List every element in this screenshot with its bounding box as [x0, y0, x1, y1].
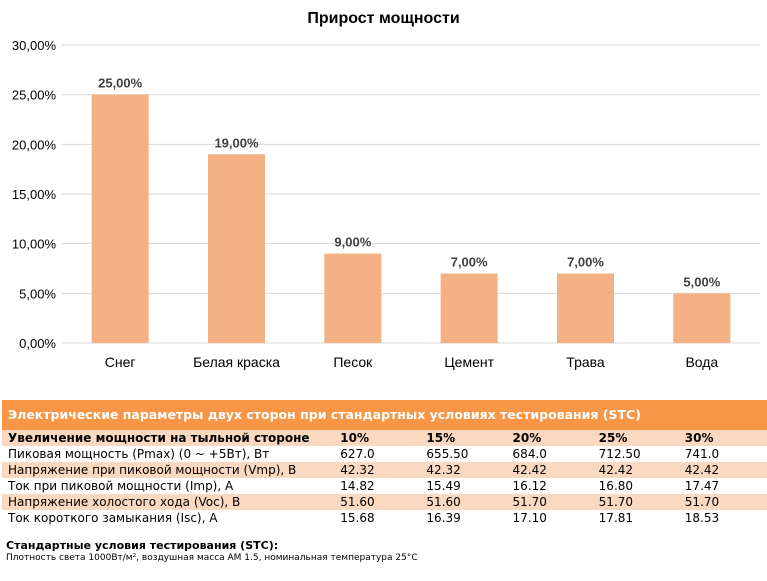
table-cell: 42.32	[336, 462, 423, 478]
y-tick-label: 15,00%	[12, 187, 57, 202]
y-tick-label: 0,00%	[19, 336, 56, 351]
table-cell: 17.47	[680, 478, 767, 494]
x-tick-label: Трава	[566, 354, 605, 370]
table-cell: 42.42	[594, 462, 681, 478]
row-label: Ток при пиковой мощности (Imp), А	[2, 478, 337, 494]
table-cell: 16.80	[594, 478, 681, 494]
stc-parameters-table: Электрические параметры двух сторон при …	[2, 400, 767, 526]
x-tick-label: Цемент	[444, 354, 494, 370]
bar	[440, 273, 498, 343]
y-tick-label: 25,00%	[12, 88, 57, 103]
table-cell: 42.42	[508, 462, 595, 478]
table-cell: 15.68	[336, 510, 423, 526]
bar	[557, 273, 614, 343]
table-title-row: Электрические параметры двух сторон при …	[2, 400, 767, 430]
bar-chart: 0,00% 5,00% 10,00% 15,00% 20,00% 25,00% 30,00%…	[12, 38, 760, 370]
y-tick-label: 20,00%	[12, 137, 57, 152]
table-title: Электрические параметры двух сторон при …	[2, 400, 767, 430]
x-tick-label: Снег	[105, 354, 136, 370]
data-label: 5,00%	[683, 274, 720, 289]
row-label: Пиковая мощность (Pmax) (0 ~ +5Вт), Вт	[2, 446, 337, 462]
data-label: 7,00%	[451, 254, 488, 269]
table-cell: 17.81	[594, 510, 681, 526]
table-cell: 16.39	[422, 510, 509, 526]
column-header: 15%	[422, 430, 509, 446]
table-cell: 627.0	[336, 446, 423, 462]
table-cell: 42.42	[680, 462, 767, 478]
table-cell: 51.70	[680, 494, 767, 510]
table-cell: 42.32	[422, 462, 509, 478]
table-cell: 684.0	[508, 446, 595, 462]
data-label: 7,00%	[567, 254, 604, 269]
data-label: 9,00%	[334, 235, 371, 250]
table-cell: 712.50	[594, 446, 681, 462]
row-label: Ток короткого замыкания (Isc), А	[2, 510, 337, 526]
x-tick-label: Вода	[685, 354, 718, 370]
table-cell: 51.70	[508, 494, 595, 510]
table-row: Ток при пиковой мощности (Imp), А 14.82 …	[2, 478, 767, 494]
chart-title: Прирост мощности	[307, 10, 460, 27]
y-tick-label: 30,00%	[12, 38, 57, 53]
bar	[91, 94, 149, 344]
row-label: Напряжение холостого хода (Voc), В	[2, 494, 337, 510]
chart-area: Прирост мощности 0,00% 5,00% 10,00% 15,00% 2…	[12, 10, 760, 370]
table-cell: 14.82	[336, 478, 423, 494]
x-tick-label: Песок	[333, 354, 373, 370]
table-row: Пиковая мощность (Pmax) (0 ~ +5Вт), Вт 6…	[2, 446, 767, 462]
x-tick-label: Белая краска	[193, 354, 280, 370]
table-row: Ток короткого замыкания (Isc), А 15.68 1…	[2, 510, 767, 526]
table-cell: 51.60	[336, 494, 423, 510]
stc-footer-title: Стандартные условия тестирования (STC):	[6, 539, 279, 552]
row-label: Напряжение при пиковой мощности (Vmp), В	[2, 462, 337, 478]
table-row: Напряжение холостого хода (Voc), В 51.60…	[2, 494, 767, 510]
stc-footer-note: Плотность света 1000Вт/м², воздушная мас…	[6, 553, 418, 563]
table-row: Напряжение при пиковой мощности (Vmp), В…	[2, 462, 767, 478]
column-header: 25%	[594, 430, 681, 446]
column-header: 20%	[508, 430, 595, 446]
header-label: Увеличение мощности на тыльной стороне	[2, 430, 337, 446]
column-header: 30%	[680, 430, 767, 446]
table-cell: 51.70	[594, 494, 681, 510]
table-cell: 15.49	[422, 478, 509, 494]
y-tick-label: 5,00%	[19, 286, 56, 301]
table-cell: 741.0	[680, 446, 767, 462]
table-cell: 16.12	[508, 478, 595, 494]
bar	[673, 293, 731, 343]
table-cell: 17.10	[508, 510, 595, 526]
bar	[324, 253, 382, 343]
table-cell: 51.60	[422, 494, 509, 510]
table-header-row: Увеличение мощности на тыльной стороне 1…	[2, 430, 767, 446]
bar	[208, 154, 265, 343]
table-cell: 655.50	[422, 446, 509, 462]
column-header: 10%	[336, 430, 423, 446]
y-tick-label: 10,00%	[12, 237, 57, 252]
data-label: 25,00%	[98, 76, 143, 91]
data-label: 19,00%	[214, 135, 259, 150]
table-cell: 18.53	[680, 510, 767, 526]
